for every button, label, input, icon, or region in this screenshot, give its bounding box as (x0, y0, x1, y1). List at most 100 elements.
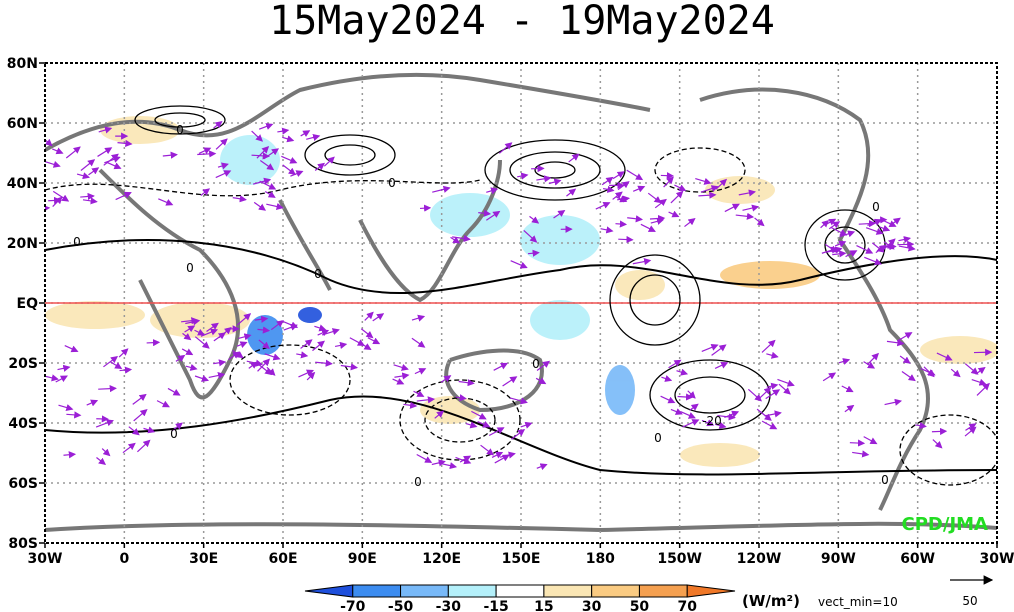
flux-vector (96, 457, 107, 466)
flux-vector (612, 171, 625, 180)
flux-vector (122, 442, 136, 454)
flux-vector (182, 332, 192, 341)
lat-label: 60S (8, 476, 38, 492)
lat-labels: 80N 60N 40N 20N EQ 20S 40S 60S 80S (7, 56, 45, 552)
lon-label: 0 (119, 551, 129, 567)
flux-vector (452, 234, 471, 243)
colorbar-label: -30 (436, 599, 462, 612)
flux-vector (213, 359, 227, 367)
lat-label: 80N (7, 56, 38, 72)
flux-vector (411, 337, 426, 348)
flux-vector (217, 162, 229, 170)
flux-vector (419, 204, 432, 212)
flux-vector (306, 371, 316, 381)
credit: CPD/JMA (902, 514, 989, 535)
colorbar: -70 -50 -30 -15 15 30 50 70 (304, 584, 736, 612)
flux-vector (896, 332, 913, 342)
flux-vector (471, 410, 487, 420)
flux-vector (266, 202, 284, 210)
flux-vector (964, 363, 979, 375)
flux-vector (849, 439, 866, 447)
flux-vector (194, 336, 210, 349)
flux-vector (136, 439, 151, 453)
flux-vector (897, 240, 915, 248)
lat-label: 60N (7, 116, 38, 132)
flux-vector (259, 160, 275, 171)
flux-vector (200, 328, 219, 337)
flux-vector (158, 198, 174, 206)
flux-vector (257, 326, 271, 334)
contour-label: 0 (532, 357, 540, 371)
lon-label: 60W (900, 551, 935, 567)
flux-vector (754, 217, 765, 227)
flux-vector (901, 371, 916, 382)
flux-vector (98, 385, 117, 393)
flux-vector (627, 215, 644, 223)
flux-vector (465, 421, 478, 429)
flux-vector (258, 339, 270, 350)
flux-vector (372, 313, 385, 322)
flux-vector (270, 320, 284, 331)
flux-vector (364, 311, 374, 321)
contour-label: 0 (388, 176, 396, 190)
flux-vector (432, 185, 451, 193)
flux-vector (175, 354, 186, 362)
flux-vector (58, 404, 74, 412)
flux-vector (778, 383, 791, 395)
flux-vector (883, 220, 897, 227)
flux-vector (618, 235, 634, 244)
flux-vector (975, 366, 986, 375)
flux-vector (493, 362, 509, 371)
flux-vector (485, 210, 501, 221)
colorbar-label: -50 (388, 599, 414, 612)
flux-vector (660, 395, 676, 404)
flux-vector (738, 189, 757, 197)
flux-vector (254, 315, 269, 323)
flux-vectors (18, 120, 993, 471)
flux-vector (595, 202, 611, 210)
colorbar-label: 30 (582, 599, 602, 612)
flux-vector (184, 325, 196, 333)
flux-vector (18, 163, 33, 167)
flux-vector (30, 193, 40, 200)
flux-vector (509, 397, 528, 405)
lon-label: 150W (657, 551, 702, 567)
flux-vector (828, 221, 841, 230)
colorbar-segment (686, 584, 736, 598)
flux-vector (171, 422, 183, 432)
flux-vector (115, 191, 132, 201)
map: 0 0 0 0 0 0 0 0 0 0 0 -20 (18, 63, 997, 543)
flux-vector (263, 148, 280, 160)
flux-vector (684, 218, 696, 228)
flux-vector (536, 360, 551, 371)
flux-vector (950, 368, 961, 378)
flux-vector (670, 190, 684, 204)
contour-label: 0 (73, 235, 81, 249)
contour-label: 0 (186, 261, 194, 275)
flux-vector (661, 375, 673, 382)
flux-vector (494, 454, 510, 464)
flux-vector (689, 403, 699, 411)
flux-vector (478, 209, 492, 217)
flux-vector (185, 363, 198, 371)
flux-vector (649, 214, 666, 223)
flux-vector (844, 404, 855, 413)
flux-vector (45, 204, 51, 212)
coastlines (45, 72, 997, 533)
flux-vector (899, 355, 911, 364)
lon-label: 90W (821, 551, 856, 567)
flux-vector (133, 409, 148, 422)
flux-vector (553, 209, 566, 219)
flux-vector (86, 399, 99, 407)
flux-vector (700, 185, 719, 193)
flux-vector (548, 178, 562, 186)
flux-vector (95, 419, 114, 428)
flux-vector (146, 339, 161, 347)
contour-label: 0 (881, 473, 889, 487)
flux-vector (236, 341, 248, 349)
flux-vector (761, 339, 776, 353)
lat-label: 20S (8, 356, 38, 372)
flux-vector (298, 369, 315, 378)
flux-vector (52, 190, 70, 202)
